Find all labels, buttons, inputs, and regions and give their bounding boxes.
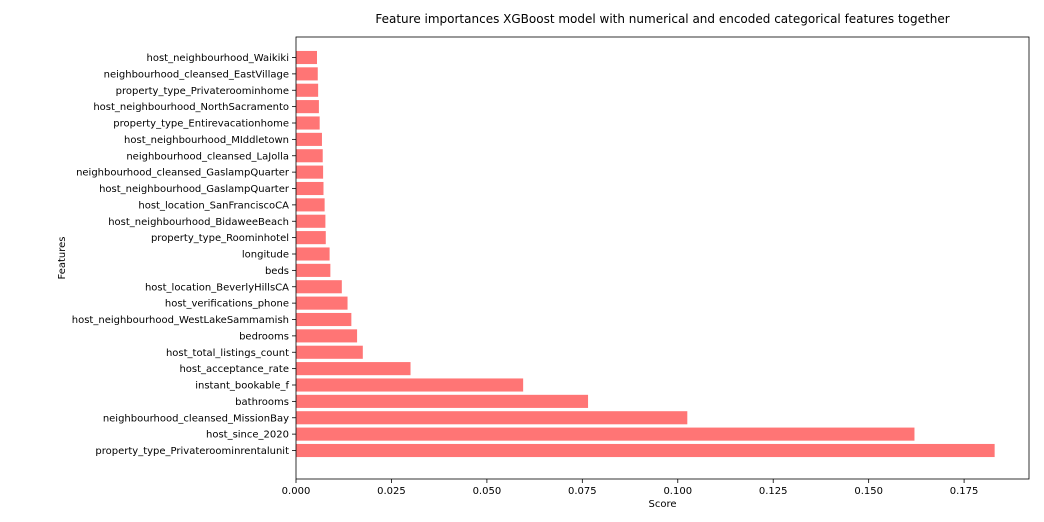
chart-title: Feature importances XGBoost model with n… (375, 12, 949, 26)
plot-frame (295, 36, 1030, 480)
x-tick-label: 0.125 (759, 486, 788, 497)
bar-property_type_Privateroominrentalunit (296, 443, 995, 458)
y-tick-label: bedrooms (239, 331, 289, 342)
x-tick-label: 0.150 (854, 486, 883, 497)
y-tick-label: instant_bookable_f (195, 381, 289, 392)
x-ticks-layer: 0.000 0.025 0.050 0.075 0.100 0.125 0.150 0.175 (282, 479, 979, 497)
bar-bathrooms (296, 394, 589, 408)
y-tick-label: host_verifications_phone (165, 299, 289, 310)
y-tick-label: host_neighbourhood_GaslampQuarter (99, 184, 290, 195)
y-tick-label: property_type_Entirevacationhome (113, 119, 289, 130)
y-tick-label: host_acceptance_rate (179, 364, 289, 375)
bar-host_neighbourhood_WestLakeSammamish (296, 312, 352, 327)
y-tick-label: host_neighbourhood_MIddletown (124, 135, 289, 146)
bar-property_type_Privateroominhome (296, 83, 319, 97)
y-tick-label: property_type_Roominhotel (151, 233, 289, 244)
y-tick-label: longitude (242, 250, 289, 261)
x-tick-label: 0.075 (568, 486, 597, 497)
bar-longitude (296, 247, 330, 261)
y-tick-label: host_location_BeverlyHillsCA (145, 282, 289, 293)
bar-host_location_SanFranciscoCA (296, 198, 325, 212)
bar-host_neighbourhood_NorthSacramento (296, 100, 319, 114)
y-tick-label: property_type_Privateroominrentalunit (95, 446, 289, 457)
y-tick-label: neighbourhood_cleansed_GaslampQuarter (76, 168, 290, 179)
bar-beds (296, 263, 331, 277)
x-tick-label: 0.000 (282, 486, 311, 497)
bar-bedrooms (296, 329, 358, 343)
bar-host_neighbourhood_MIddletown (296, 132, 322, 146)
bar-neighbourhood_cleansed_MissionBay (296, 411, 688, 425)
y-tick-label: host_neighbourhood_WestLakeSammamish (72, 315, 289, 326)
y-tick-label: host_neighbourhood_BidaweeBeach (108, 217, 289, 228)
bar-property_type_Roominhotel (296, 231, 326, 245)
y-tick-label: host_neighbourhood_Waikiki (147, 53, 290, 64)
y-axis-label: Features (57, 237, 68, 280)
y-tick-label: host_location_SanFranciscoCA (138, 200, 289, 211)
y-tick-label: host_neighbourhood_NorthSacramento (93, 102, 289, 113)
x-tick-label: 0.100 (663, 486, 692, 497)
bar-host_total_listings_count (296, 345, 363, 359)
bar-host_neighbourhood_Waikiki (296, 50, 317, 65)
y-tick-label: neighbourhood_cleansed_EastVillage (104, 69, 289, 80)
x-axis-label: Score (648, 499, 676, 510)
bar-neighbourhood_cleansed_GaslampQuarter (296, 165, 324, 179)
bar-host_verifications_phone (296, 296, 348, 310)
bar-host_neighbourhood_GaslampQuarter (296, 181, 324, 196)
y-tick-label: host_total_listings_count (166, 348, 289, 359)
bar-neighbourhood_cleansed_EastVillage (296, 67, 318, 81)
bar-host_acceptance_rate (296, 362, 411, 376)
x-tick-label: 0.050 (473, 486, 502, 497)
x-tick-label: 0.175 (950, 486, 979, 497)
x-tick-label: 0.025 (377, 486, 406, 497)
y-tick-label: beds (265, 266, 289, 277)
bar-instant_bookable_f (296, 378, 524, 392)
y-tick-label: host_since_2020 (206, 430, 289, 441)
bars-layer (296, 50, 995, 458)
bar-host_neighbourhood_BidaweeBeach (296, 214, 326, 228)
y-tick-label: neighbourhood_cleansed_MissionBay (103, 413, 289, 424)
bar-host_location_BeverlyHillsCA (296, 280, 342, 294)
bar-property_type_Entirevacationhome (296, 116, 320, 130)
bar-host_since_2020 (296, 427, 915, 441)
y-tick-label: neighbourhood_cleansed_LaJolla (126, 151, 289, 162)
bar-neighbourhood_cleansed_LaJolla (296, 149, 323, 163)
y-tick-label: bathrooms (235, 397, 289, 408)
y-ticks-layer: property_type_Privateroominrentalunit hos… (72, 53, 296, 457)
y-tick-label: property_type_Privateroominhome (116, 86, 289, 97)
